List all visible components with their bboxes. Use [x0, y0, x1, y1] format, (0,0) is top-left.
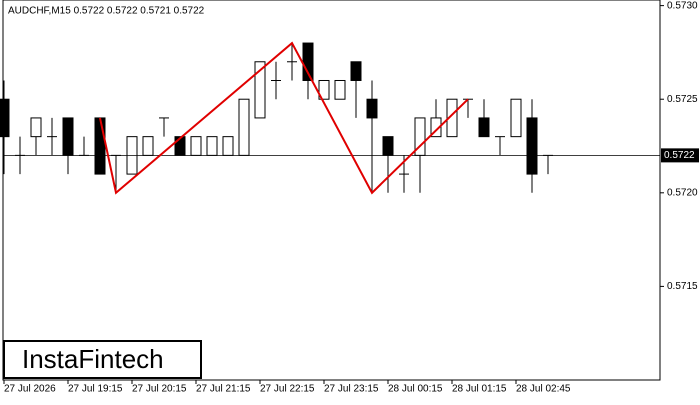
- x-tick-label: 27 Jul 21:15: [196, 384, 251, 395]
- candle-body: [62, 117, 74, 156]
- plot-frame: [2, 0, 661, 381]
- candle-body: [190, 136, 202, 156]
- x-tick-label: 28 Jul 02:45: [516, 384, 571, 395]
- x-tick-label: 27 Jul 19:15: [68, 384, 123, 395]
- candle-body: [238, 98, 250, 156]
- pattern-line: [99, 41, 469, 195]
- candle-body: [430, 117, 442, 138]
- candle-body: [206, 136, 218, 156]
- candle-body: [254, 61, 266, 119]
- candle-body: [366, 98, 378, 119]
- x-tick-label: 27 Jul 23:15: [324, 384, 379, 395]
- candle-body: [222, 136, 234, 156]
- x-tick-label: 27 Jul 2026: [4, 384, 56, 395]
- y-tick-label: 0.5725: [667, 94, 698, 105]
- candle-body: [350, 61, 362, 81]
- logo-box: [3, 340, 202, 379]
- last-price-box: [661, 148, 699, 163]
- candle-body: [142, 136, 154, 156]
- y-tick-label: 0.5730: [667, 0, 698, 11]
- candle-body: [478, 117, 490, 138]
- x-tick-label: 28 Jul 01:15: [452, 384, 507, 395]
- logo: InstaFintech: [22, 344, 164, 374]
- y-tick-label: 0.5715: [667, 281, 698, 292]
- candle-body: [318, 79, 330, 100]
- y-tick-label: 0.5720: [667, 187, 698, 198]
- candle-body: [446, 98, 458, 138]
- candle-body: [382, 136, 394, 156]
- candle-body: [94, 117, 106, 175]
- candle-body: [30, 117, 42, 138]
- x-tick-label: 27 Jul 22:15: [260, 384, 315, 395]
- candle-body: [334, 79, 346, 100]
- last-price-label: 0.5722: [664, 150, 695, 161]
- candle-body: [510, 98, 522, 138]
- chart-title: AUDCHF,M15 0.5722 0.5722 0.5721 0.5722: [8, 6, 205, 17]
- x-tick-label: 28 Jul 00:15: [388, 384, 443, 395]
- candle-body: [526, 117, 538, 175]
- x-tick-label: 27 Jul 20:15: [132, 384, 187, 395]
- candle-body: [0, 98, 10, 138]
